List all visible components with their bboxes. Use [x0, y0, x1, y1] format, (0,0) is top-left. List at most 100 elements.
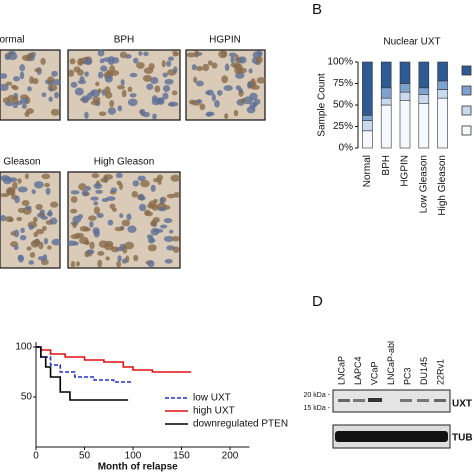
bar-segment	[399, 83, 411, 93]
nucleus	[153, 198, 158, 203]
nucleus	[36, 228, 45, 235]
nucleus	[0, 193, 10, 198]
nucleus	[8, 50, 16, 56]
nucleus	[32, 216, 38, 223]
nucleus	[224, 113, 229, 120]
nucleus	[161, 60, 166, 68]
band	[335, 431, 448, 442]
nucleus	[100, 65, 108, 72]
nucleus	[12, 104, 18, 109]
nucleus	[73, 241, 79, 246]
nucleus	[171, 235, 180, 242]
nucleus	[114, 226, 125, 232]
y-tick-label: 25%	[333, 121, 353, 132]
blot-frame	[332, 389, 451, 413]
nucleus	[49, 217, 58, 225]
nucleus	[79, 225, 89, 232]
nucleus	[138, 51, 143, 56]
micrographs	[0, 49, 267, 269]
nucleus	[97, 71, 104, 79]
x-axis-label: Month of relapse	[98, 462, 178, 473]
tile-label: ormal	[0, 35, 25, 46]
nucleus	[211, 93, 216, 102]
nucleus	[49, 87, 54, 92]
nucleus	[51, 79, 62, 86]
nucleus	[97, 259, 103, 268]
nucleus	[26, 246, 32, 251]
nucleus	[21, 199, 30, 207]
nucleus	[150, 184, 156, 192]
nucleus	[88, 215, 97, 221]
nucleus	[107, 219, 114, 226]
nucleus	[69, 58, 76, 65]
lane-label: DU145	[419, 357, 429, 385]
nucleus	[46, 211, 53, 216]
nucleus	[109, 100, 115, 108]
nucleus	[84, 71, 89, 77]
nucleus	[196, 99, 203, 104]
nucleus	[150, 220, 157, 227]
legend-label: high UXT	[193, 406, 235, 417]
lane-label: PC3	[402, 367, 412, 385]
nucleus	[147, 244, 157, 252]
nucleus	[168, 101, 179, 107]
band	[338, 399, 350, 402]
nucleus	[139, 193, 145, 201]
nucleus	[45, 187, 51, 195]
nucleus	[12, 181, 18, 190]
nucleus	[150, 227, 160, 236]
x-tick-label: HGPIN	[400, 155, 411, 187]
nucleus	[132, 180, 140, 187]
nucleus	[4, 54, 11, 60]
nucleus	[34, 67, 41, 73]
nucleus	[162, 72, 168, 78]
nucleus	[211, 62, 218, 69]
band	[417, 399, 429, 402]
nucleus	[151, 98, 161, 106]
nucleus	[163, 235, 174, 243]
bar-segment	[399, 61, 411, 84]
bar-segment	[437, 89, 448, 99]
nucleus	[5, 81, 13, 86]
nucleus	[42, 254, 48, 262]
bar-segment	[362, 120, 373, 132]
x-tick-label: Low Gleason	[418, 155, 429, 213]
nucleus	[170, 174, 181, 182]
nucleus	[90, 196, 99, 201]
nucleus	[98, 111, 107, 117]
bar-segment	[380, 97, 392, 106]
nucleus	[104, 86, 111, 94]
nucleus	[240, 98, 246, 103]
lane-label: LNCaP-abl	[386, 341, 396, 385]
nucleus	[172, 50, 178, 57]
nucleus	[21, 103, 27, 109]
nucleus	[29, 76, 34, 84]
nucleus	[84, 186, 91, 191]
nucleus	[147, 260, 155, 268]
nucleus	[166, 245, 175, 251]
nucleus	[238, 88, 243, 94]
nucleus	[205, 112, 213, 117]
nucleus	[224, 63, 230, 72]
protein-label: TUB	[452, 433, 473, 444]
nucleus	[25, 205, 32, 211]
nucleus	[120, 79, 125, 86]
nucleus	[32, 239, 41, 246]
nucleus	[19, 98, 29, 105]
nucleus	[48, 96, 53, 102]
bar-segment	[362, 115, 373, 121]
nucleus	[173, 66, 178, 74]
nucleus	[83, 58, 93, 65]
nucleus	[2, 97, 10, 104]
nucleus	[19, 234, 27, 241]
nucleus	[17, 178, 22, 184]
bar-segment	[380, 87, 392, 99]
nucleus	[119, 51, 128, 59]
nucleus	[27, 86, 32, 92]
panel-label: B	[312, 1, 322, 18]
lane-label: 22Rv1	[435, 359, 445, 385]
nucleus	[12, 96, 19, 105]
nucleus	[77, 79, 87, 85]
nucleus	[138, 203, 147, 212]
